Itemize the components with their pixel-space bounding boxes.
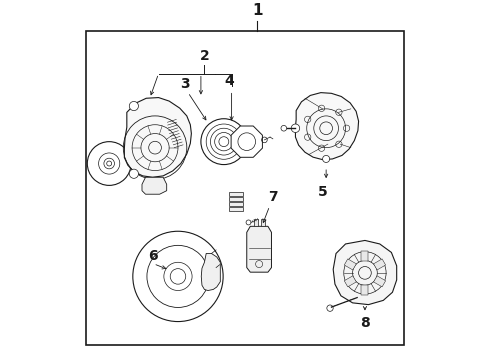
Polygon shape [142,177,167,194]
Polygon shape [201,253,220,291]
Text: 3: 3 [180,77,190,90]
Polygon shape [231,126,263,157]
Polygon shape [362,251,368,261]
Polygon shape [344,259,356,270]
Circle shape [129,102,139,111]
Bar [86,31,404,345]
Circle shape [129,169,139,178]
Text: 4: 4 [224,75,234,89]
Bar [229,207,243,211]
Text: 6: 6 [148,249,157,264]
Text: 8: 8 [360,316,370,330]
Text: 7: 7 [269,190,278,204]
Polygon shape [295,93,359,159]
Circle shape [201,119,247,165]
Bar [229,202,243,206]
Polygon shape [373,276,386,287]
Bar [229,193,243,196]
Circle shape [322,156,330,162]
Polygon shape [247,226,271,272]
Text: 1: 1 [252,3,263,18]
Circle shape [133,231,223,321]
Polygon shape [373,259,386,270]
Bar [261,219,266,226]
Polygon shape [124,98,192,177]
Bar [254,219,258,226]
Polygon shape [344,276,356,287]
Text: 5: 5 [318,185,327,199]
Circle shape [291,124,300,132]
Bar [229,197,243,201]
Circle shape [87,141,131,185]
Text: 2: 2 [199,49,209,63]
Polygon shape [362,285,368,295]
Polygon shape [333,240,397,305]
